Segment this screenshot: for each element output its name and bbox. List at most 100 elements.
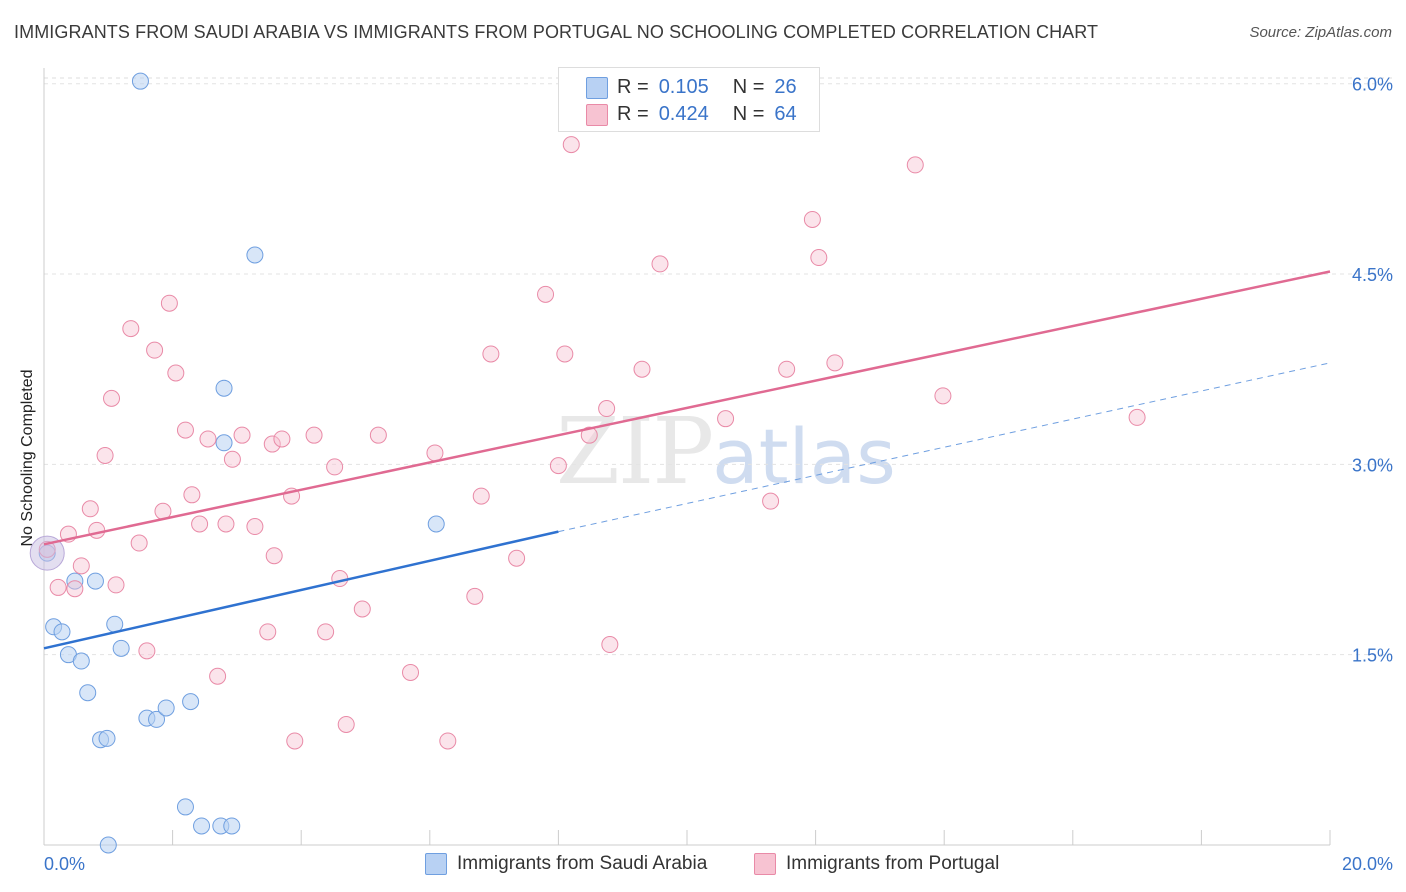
point-saudi-arabia bbox=[215, 379, 233, 397]
point-saudi-arabia bbox=[148, 710, 166, 728]
legend-r-value: 0.424 bbox=[658, 102, 709, 125]
point-portugal bbox=[537, 285, 555, 303]
legend-n-label: N = bbox=[732, 75, 765, 98]
watermark: ZIPatlas bbox=[556, 398, 896, 505]
point-portugal bbox=[88, 521, 106, 539]
point-saudi-arabia bbox=[53, 623, 71, 641]
bottom-legend-swatch-saudi-arabia bbox=[425, 853, 447, 875]
point-portugal bbox=[246, 518, 264, 536]
point-portugal bbox=[72, 557, 90, 575]
watermark-atlas: atlas bbox=[712, 412, 896, 501]
point-portugal bbox=[122, 320, 140, 338]
point-saudi-arabia bbox=[98, 729, 116, 747]
point-portugal bbox=[199, 430, 217, 448]
point-portugal bbox=[273, 430, 291, 448]
point-portugal bbox=[1128, 408, 1146, 426]
point-portugal bbox=[439, 732, 457, 750]
point-portugal bbox=[601, 636, 619, 654]
point-portugal bbox=[778, 360, 796, 378]
point-portugal bbox=[265, 547, 283, 565]
y-tick-label: 1.5% bbox=[1352, 646, 1393, 666]
point-portugal bbox=[337, 715, 355, 733]
point-portugal bbox=[810, 249, 828, 267]
point-portugal bbox=[508, 549, 526, 567]
point-portugal bbox=[562, 136, 580, 154]
point-portugal bbox=[580, 426, 598, 444]
point-saudi-arabia bbox=[131, 72, 149, 90]
chart-title: IMMIGRANTS FROM SAUDI ARABIA VS IMMIGRAN… bbox=[14, 22, 1099, 42]
point-portugal bbox=[651, 255, 669, 273]
point-portugal bbox=[167, 364, 185, 382]
point-portugal bbox=[326, 458, 344, 476]
legend-swatch-portugal bbox=[586, 104, 608, 126]
point-saudi-arabia bbox=[246, 246, 264, 264]
point-portugal bbox=[176, 421, 194, 439]
point-portugal bbox=[369, 426, 387, 444]
point-portugal bbox=[160, 294, 178, 312]
point-portugal bbox=[556, 345, 574, 363]
point-saudi-arabia bbox=[193, 817, 211, 835]
source-label: Source: ZipAtlas.com bbox=[1249, 24, 1392, 41]
bottom-legend-saudi-arabia: Immigrants from Saudi Arabia bbox=[425, 852, 707, 876]
point-portugal bbox=[191, 515, 209, 533]
point-portugal bbox=[472, 487, 490, 505]
point-portugal bbox=[466, 587, 484, 605]
point-saudi-arabia bbox=[72, 652, 90, 670]
point-portugal bbox=[138, 642, 156, 660]
point-portugal bbox=[717, 410, 735, 428]
bottom-legend-portugal: Immigrants from Portugal bbox=[754, 852, 999, 876]
point-portugal bbox=[209, 667, 227, 685]
point-portugal bbox=[96, 446, 114, 464]
point-portugal bbox=[305, 426, 323, 444]
point-saudi-arabia bbox=[223, 817, 241, 835]
point-saudi-arabia bbox=[99, 836, 117, 854]
point-portugal bbox=[402, 663, 420, 681]
point-saudi-arabia bbox=[79, 684, 97, 702]
y-tick-label: 4.5% bbox=[1352, 265, 1393, 285]
point-portugal bbox=[331, 570, 349, 588]
point-portugal bbox=[286, 732, 304, 750]
point-portugal bbox=[233, 426, 251, 444]
y-tick-label: 6.0% bbox=[1352, 75, 1393, 95]
point-saudi-arabia bbox=[112, 639, 130, 657]
x-tick-label-min: 0.0% bbox=[44, 854, 85, 874]
legend-r-value: 0.105 bbox=[658, 75, 709, 98]
legend-swatch-saudi-arabia bbox=[586, 77, 608, 99]
x-tick-label-max: 20.0% bbox=[1342, 854, 1393, 874]
point-portugal bbox=[103, 389, 121, 407]
bottom-legend-swatch-portugal bbox=[754, 853, 776, 875]
point-portugal bbox=[826, 354, 844, 372]
bottom-legend-label-saudi-arabia: Immigrants from Saudi Arabia bbox=[457, 853, 708, 874]
point-saudi-arabia bbox=[86, 572, 104, 590]
point-saudi-arabia bbox=[157, 699, 175, 717]
point-portugal bbox=[549, 457, 567, 475]
point-portugal bbox=[598, 400, 616, 418]
point-portugal bbox=[934, 387, 952, 405]
trendline-portugal bbox=[43, 270, 1331, 546]
point-saudi-arabia bbox=[427, 515, 445, 533]
point-portugal bbox=[217, 515, 235, 533]
point-portugal bbox=[130, 534, 148, 552]
point-portugal bbox=[107, 576, 125, 594]
point-portugal bbox=[762, 492, 780, 510]
correlation-legend: R = 0.105 N = 26 R = 0.424 N = 64 bbox=[558, 67, 820, 132]
point-portugal bbox=[223, 450, 241, 468]
point-portugal bbox=[633, 360, 651, 378]
legend-n-label: N = bbox=[732, 102, 765, 125]
point-portugal bbox=[263, 435, 281, 453]
legend-r-label: R = bbox=[617, 75, 649, 98]
point-portugal bbox=[482, 345, 500, 363]
point-portugal bbox=[353, 600, 371, 618]
legend-row-portugal: R = 0.424 N = 64 bbox=[617, 101, 797, 127]
trendline-saudi-arabia bbox=[43, 530, 559, 650]
point-saudi-arabia bbox=[215, 434, 233, 452]
point-portugal bbox=[183, 486, 201, 504]
point-portugal bbox=[259, 623, 277, 641]
point-portugal bbox=[146, 341, 164, 359]
point-portugal bbox=[49, 578, 67, 596]
point-portugal bbox=[803, 210, 821, 228]
point-portugal bbox=[66, 580, 84, 598]
point-portugal bbox=[317, 623, 335, 641]
point-portugal bbox=[81, 500, 99, 518]
